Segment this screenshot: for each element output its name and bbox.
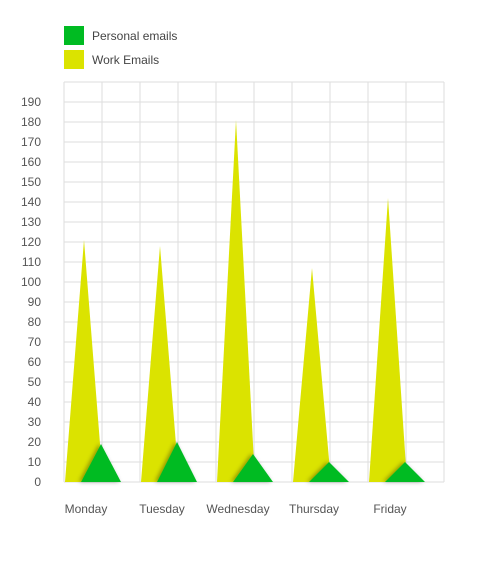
bar-work-tuesday xyxy=(141,246,179,482)
y-tick-label-17: 170 xyxy=(21,135,41,149)
bar-personal-wednesday xyxy=(233,454,273,482)
y-tick-label-4: 40 xyxy=(28,395,42,409)
y-tick-label-0: 0 xyxy=(34,475,41,489)
x-tick-label-monday: Monday xyxy=(65,502,108,516)
y-tick-label-9: 90 xyxy=(28,295,42,309)
y-tick-label-13: 130 xyxy=(21,215,41,229)
x-tick-label-thursday: Thursday xyxy=(289,502,339,516)
y-tick-label-10: 100 xyxy=(21,275,41,289)
grid xyxy=(63,81,445,483)
y-tick-label-16: 160 xyxy=(21,155,41,169)
y-tick-label-7: 70 xyxy=(28,335,42,349)
bar-personal-monday xyxy=(81,444,121,482)
bars xyxy=(65,120,425,482)
legend-swatch-0 xyxy=(64,26,84,45)
x-tick-label-tuesday: Tuesday xyxy=(139,502,185,516)
legend: Personal emails Work Emails xyxy=(64,26,177,69)
y-tick-label-3: 30 xyxy=(28,415,42,429)
y-tick-label-15: 150 xyxy=(21,175,41,189)
legend-label-1: Work Emails xyxy=(92,53,159,67)
y-tick-label-2: 20 xyxy=(28,435,42,449)
y-axis: 0 10 20 30 40 50 60 70 80 90 100 110 120 130 140 150 160… xyxy=(21,95,41,489)
y-tick-label-6: 60 xyxy=(28,355,42,369)
bar-work-wednesday xyxy=(217,120,255,482)
y-tick-label-12: 120 xyxy=(21,235,41,249)
legend-swatch-1 xyxy=(64,50,84,69)
legend-label-0: Personal emails xyxy=(92,29,177,43)
x-tick-label-friday: Friday xyxy=(373,502,406,516)
bar-personal-friday xyxy=(385,462,425,482)
bar-personal-tuesday xyxy=(157,442,197,482)
y-tick-label-14: 140 xyxy=(21,195,41,209)
x-axis: Monday Tuesday Wednesday Thursday Friday xyxy=(65,502,407,516)
bar-work-monday xyxy=(65,240,103,482)
y-tick-label-5: 50 xyxy=(28,375,42,389)
bar-work-thursday xyxy=(293,268,331,482)
y-tick-label-8: 80 xyxy=(28,315,42,329)
y-tick-label-11: 110 xyxy=(22,255,41,269)
bar-personal-thursday xyxy=(309,462,349,482)
y-tick-label-19: 190 xyxy=(21,95,41,109)
bar-work-friday xyxy=(369,198,407,482)
y-tick-label-18: 180 xyxy=(21,115,41,129)
y-tick-label-1: 10 xyxy=(28,455,42,469)
x-tick-label-wednesday: Wednesday xyxy=(206,502,269,516)
